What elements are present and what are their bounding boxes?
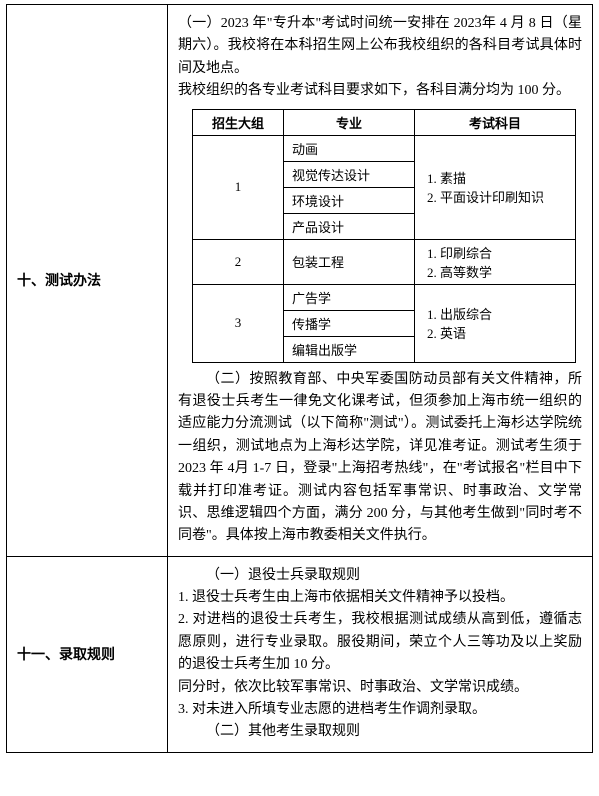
subject-table-header: 招生大组 专业 考试科目 [193,109,576,135]
p-veteran-file: 1. 退役士兵考生由上海市依据相关文件精神予以投档。 [178,587,582,609]
content-test-method: （一）2023 年"专升本"考试时间统一安排在 2023年 4 月 8 日（星期… [168,5,593,557]
hdr-major: 专业 [284,109,415,135]
hdr-group: 招生大组 [193,109,284,135]
group-3-major-3: 编辑出版学 [284,336,415,362]
main-table: 十、测试办法 （一）2023 年"专升本"考试时间统一安排在 2023年 4 月… [6,4,593,753]
group-1-subjects: 1. 素描 2. 平面设计印刷知识 [415,135,576,239]
p-veteran-adjust: 3. 对未进入所填专业志愿的进档考生作调剂录取。 [178,699,582,721]
group-1-num: 1 [193,135,284,239]
h-veteran-rules: （一）退役士兵录取规则 [178,565,582,587]
p-veteran-tie: 同分时，依次比较军事常识、时事政治、文学常识成绩。 [178,677,582,699]
h-other-rules: （二）其他考生录取规则 [178,721,582,743]
group-1-major-4: 产品设计 [284,213,415,239]
label-admission-rules: 十一、录取规则 [7,556,168,752]
group-3-subjects: 1. 出版综合 2. 英语 [415,284,576,362]
group-3-major-1: 广告学 [284,284,415,310]
row-admission-rules: 十一、录取规则 （一）退役士兵录取规则 1. 退役士兵考生由上海市依据相关文件精… [7,556,593,752]
group-1-major-3: 环境设计 [284,187,415,213]
group-2-num: 2 [193,239,284,284]
p-veteran-admit: 2. 对进档的退役士兵考生，我校根据测试成绩从高到低，遵循志愿原则，进行专业录取… [178,609,582,676]
label-test-method: 十、测试办法 [7,5,168,557]
group-3-major-2: 传播学 [284,310,415,336]
group-3-num: 3 [193,284,284,362]
group-1-major-2: 视觉传达设计 [284,161,415,187]
page: 十、测试办法 （一）2023 年"专升本"考试时间统一安排在 2023年 4 月… [0,0,599,796]
hdr-subject: 考试科目 [415,109,576,135]
group-2-subjects: 1. 印刷综合 2. 高等数学 [415,239,576,284]
p-veteran-test: （二）按照教育部、中央军委国防动员部有关文件精神，所有退役士兵考生一律免文化课考… [178,369,582,548]
p-score-note: 我校组织的各专业考试科目要求如下，各科目满分均为 100 分。 [178,80,582,102]
group-2-major-1: 包装工程 [284,239,415,284]
subject-table: 招生大组 专业 考试科目 1 动画 1. 素描 2. 平面设计印刷知识 视觉传达… [192,109,576,363]
table-row: 2 包装工程 1. 印刷综合 2. 高等数学 [193,239,576,284]
p-schedule: （一）2023 年"专升本"考试时间统一安排在 2023年 4 月 8 日（星期… [178,13,582,80]
row-test-method: 十、测试办法 （一）2023 年"专升本"考试时间统一安排在 2023年 4 月… [7,5,593,557]
table-row: 1 动画 1. 素描 2. 平面设计印刷知识 [193,135,576,161]
content-admission-rules: （一）退役士兵录取规则 1. 退役士兵考生由上海市依据相关文件精神予以投档。 2… [168,556,593,752]
table-row: 3 广告学 1. 出版综合 2. 英语 [193,284,576,310]
group-1-major-1: 动画 [284,135,415,161]
